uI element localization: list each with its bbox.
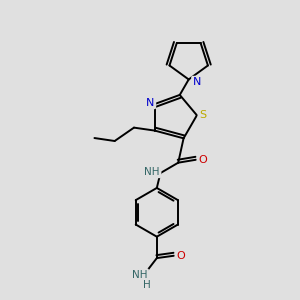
Text: N: N bbox=[146, 98, 154, 107]
Text: NH: NH bbox=[144, 167, 160, 177]
Text: H: H bbox=[142, 280, 150, 290]
Text: O: O bbox=[198, 155, 207, 165]
Text: NH: NH bbox=[132, 270, 147, 280]
Text: S: S bbox=[199, 110, 206, 120]
Text: N: N bbox=[193, 77, 201, 87]
Text: O: O bbox=[176, 251, 185, 261]
